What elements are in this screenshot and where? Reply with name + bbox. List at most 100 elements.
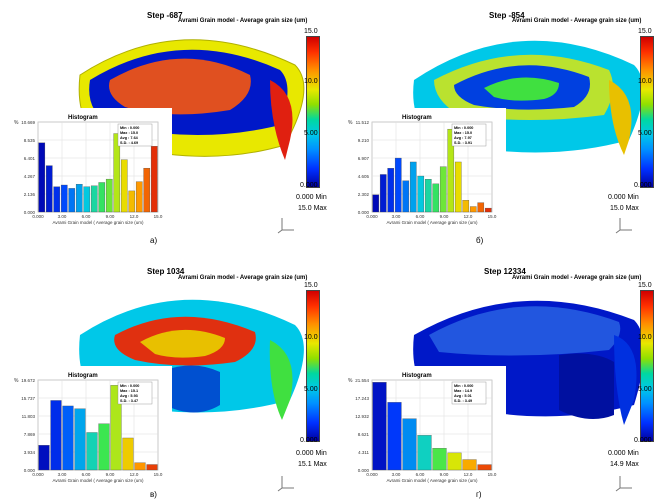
stats-line: S.D. : 3.49: [454, 399, 472, 403]
y-tick-label: 0.000: [24, 468, 36, 473]
histogram-bar: [86, 432, 98, 471]
x-tick-label: 12.0: [464, 472, 473, 477]
histogram-bar: [447, 452, 462, 471]
y-tick-label: 11.512: [356, 120, 370, 125]
stats-line: S.D. : 3.47: [120, 399, 138, 403]
y-tick-label: 4.605: [358, 174, 370, 179]
histogram-bar: [462, 200, 470, 213]
x-tick-label: 9.00: [440, 214, 449, 219]
y-tick-label: 0.000: [358, 468, 370, 473]
x-tick-label: 3.00: [392, 214, 401, 219]
histogram-svg: 0.000 4.311 8.621 12.932 17.243 21.554 0.000 3.…: [336, 366, 506, 488]
disc-core: [109, 58, 251, 115]
x-tick-label: 12.0: [464, 214, 473, 219]
histogram-bar: [128, 190, 136, 213]
histogram-bar: [372, 382, 387, 471]
histogram-bar: [477, 464, 492, 471]
histogram-bar: [402, 180, 410, 213]
histogram-bar: [447, 128, 455, 213]
disc-edge: [614, 335, 637, 425]
histogram-bar: [45, 165, 53, 213]
y-tick-label: 17.243: [355, 396, 369, 401]
histogram-bar: [83, 186, 91, 213]
y-tick-label: 21.554: [355, 378, 369, 383]
x-tick-label: 12.0: [130, 214, 139, 219]
histogram-title: Histogram: [402, 115, 432, 121]
stats-line: Min : 0.000: [120, 384, 139, 388]
disc-ring-yellow: [140, 329, 225, 358]
colorbar-tick: 0.000: [300, 182, 318, 189]
y-tick-label: 6.907: [358, 156, 370, 161]
histogram-bar: [150, 146, 158, 213]
y-tick-label: 9.210: [358, 138, 370, 143]
stats-line: S.D. : 4.69: [120, 141, 138, 145]
stats-line: Avg : 7.97: [454, 136, 472, 140]
disc-cavity: [559, 353, 614, 419]
panel-b: Step -854 Avrami Grain model - Average g…: [334, 0, 667, 250]
x-tick-label: 0.000: [366, 214, 378, 219]
histogram-title: Histogram: [402, 373, 432, 379]
panel-c: Step 1034 Avrami Grain model - Average g…: [0, 250, 333, 500]
stats-line: Avg : 5.01: [454, 394, 472, 398]
x-tick-label: 6.00: [82, 214, 91, 219]
colorbar-tick: 5.00: [304, 386, 318, 393]
histogram: 0.000 3.934 7.869 11.803 15.737 19.672 0.000 3.…: [2, 366, 172, 488]
histogram-bar: [38, 445, 50, 471]
panel-d: Step 12334 Avrami Grain model - Average …: [334, 250, 667, 500]
histogram-bar: [120, 159, 128, 213]
colorbar-tick: 10.0: [304, 78, 318, 85]
histogram: 0.000 4.311 8.621 12.932 17.243 21.554 0.000 3.…: [336, 366, 506, 488]
colorbar: [640, 290, 654, 442]
histogram-bar: [379, 174, 387, 213]
y-tick-label: 2.136: [24, 192, 36, 197]
subfigure-label: б): [476, 236, 484, 245]
y-tick-label: 4.311: [358, 450, 369, 455]
histogram-svg: 0.000 2.302 4.605 6.907 9.210 11.512 0.000 3.00…: [336, 108, 506, 230]
x-tick-label: 12.0: [130, 472, 139, 477]
histogram-bar: [60, 184, 68, 213]
x-tick-label: 9.00: [106, 214, 115, 219]
histogram-bar: [143, 167, 151, 213]
histogram-bar: [90, 185, 98, 213]
axes-triad: [277, 218, 294, 234]
stats-box: [451, 381, 487, 405]
histogram-bar: [402, 418, 417, 471]
axes-triad: [615, 476, 632, 492]
colorbar-tick: 10.0: [638, 334, 652, 341]
histogram-bar: [38, 142, 46, 213]
histogram-bar: [98, 423, 110, 471]
histogram-bar: [439, 166, 447, 213]
colorbar-tick: 15.0: [638, 28, 652, 35]
x-tick-label: 3.00: [58, 214, 67, 219]
panel-a: Step -687 Avrami Grain model - Average g…: [0, 0, 333, 250]
histogram-bar: [462, 459, 477, 471]
histogram: 0.000 2.136 4.267 6.401 8.535 10.669 0.000 3.00…: [2, 108, 172, 230]
disc-edge: [270, 80, 293, 160]
disc-center-green: [484, 77, 559, 101]
y-unit: %: [14, 120, 19, 126]
colorbar-tick: 5.00: [638, 386, 652, 393]
subfigure-label: в): [150, 490, 157, 499]
histogram-bar: [122, 437, 134, 471]
histogram-bar: [135, 181, 143, 213]
x-tick-label: 15.0: [488, 472, 497, 477]
max-value: 15.0 Max: [298, 205, 327, 212]
histogram-bar: [146, 464, 158, 471]
step-label: Step 12334: [484, 267, 526, 276]
histogram: 0.000 2.302 4.605 6.907 9.210 11.512 0.000 3.00…: [336, 108, 506, 230]
stats-line: Avg : 5.93: [120, 394, 138, 398]
histogram-bar: [68, 188, 76, 213]
x-tick-label: 6.00: [82, 472, 91, 477]
y-tick-label: 0.000: [24, 210, 36, 215]
stats-line: Max : 15.0: [120, 131, 138, 135]
x-tick-label: 6.00: [416, 214, 425, 219]
histogram-svg: 0.000 2.136 4.267 6.401 8.535 10.669 0.000 3.00…: [2, 108, 172, 230]
plot-title: Avrami Grain model - Average grain size …: [178, 18, 308, 24]
disc-lighter-band: [429, 306, 621, 356]
histogram-bar: [469, 206, 477, 213]
axes-triad: [277, 476, 294, 492]
histogram-bar: [424, 179, 432, 213]
min-value: 0.000 Min: [608, 450, 639, 457]
stats-line: S.D. : 3.91: [454, 141, 472, 145]
stats-box: [451, 123, 487, 147]
